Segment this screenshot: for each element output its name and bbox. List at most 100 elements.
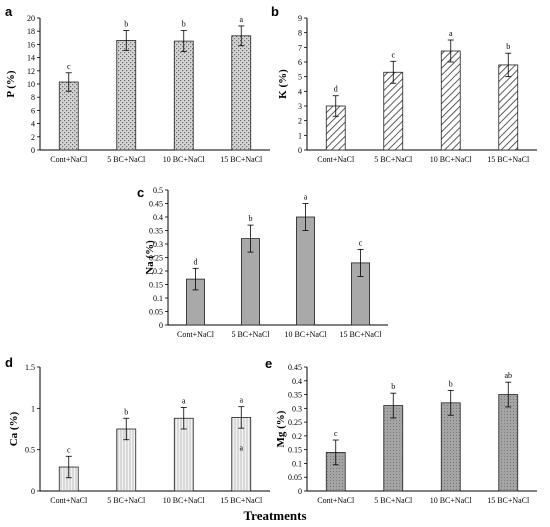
category-label: 15 BC+NaCl [220, 155, 263, 164]
y-tick-label: 6 [31, 106, 35, 115]
y-tick-label: 10 [27, 80, 35, 89]
y-tick-label: 1 [31, 404, 35, 413]
bar [383, 71, 404, 151]
chart-panel-b: b K (%) 0 1 2 3 4 5 6 7 8 9 d Cont+NaCl c 5 BC+NaCl a 10 … [271, 4, 537, 164]
y-tick-label: 0.45 [288, 363, 302, 372]
y-tick-label: 0 [159, 321, 163, 330]
y-tick-label: 0.4 [153, 213, 163, 222]
significance-label: b [506, 42, 510, 51]
y-tick-label: 0.35 [149, 227, 163, 236]
inner-bar-label: a [239, 443, 243, 452]
y-tick-label: 0.2 [153, 267, 163, 276]
y-tick-label: 0.25 [149, 254, 163, 263]
y-axis-label: P (%) [5, 70, 17, 98]
y-tick-label: 1.5 [25, 363, 35, 372]
chart-panel-d: d Ca (%) 0 0.5 1 1.5 c Cont+NaCl b 5 BC+NaCl a 10 B… [5, 355, 270, 505]
category-label: 10 BC+NaCl [430, 496, 473, 505]
y-tick-label: 0.4 [292, 377, 302, 386]
significance-label: a [239, 396, 243, 405]
y-tick-label: 20 [27, 14, 35, 23]
significance-label: d [194, 257, 198, 266]
significance-label: b [124, 20, 128, 29]
bar [58, 81, 79, 151]
significance-label: c [391, 50, 395, 59]
chart-panel-e: e Mg (%) 0 0.05 0.1 0.15 0.2 0.25 0.3 0.35 0.4 0.45… [265, 356, 537, 505]
significance-label: c [67, 445, 71, 454]
y-tick-label: 0.15 [288, 446, 302, 455]
bar [383, 405, 404, 492]
y-tick-label: 0.2 [292, 432, 302, 441]
significance-label: b [249, 214, 253, 223]
category-label: Cont+NaCl [317, 155, 355, 164]
y-tick-label: 0.05 [149, 308, 163, 317]
bar [116, 40, 137, 151]
category-label: Cont+NaCl [50, 155, 88, 164]
significance-label: b [391, 382, 395, 391]
y-tick-label: 4 [31, 120, 35, 129]
y-tick-label: 0.15 [149, 281, 163, 290]
significance-label: d [334, 85, 338, 94]
panel-letter: e [265, 356, 272, 371]
category-label: 15 BC+NaCl [487, 496, 530, 505]
y-tick-label: 0 [31, 487, 35, 496]
bar [440, 50, 461, 151]
significance-label: a [239, 15, 243, 24]
category-label: 5 BC+NaCl [231, 330, 270, 339]
y-tick-label: 0 [298, 487, 302, 496]
category-label: 10 BC+NaCl [163, 155, 206, 164]
y-tick-label: 0.3 [153, 240, 163, 249]
category-label: 15 BC+NaCl [220, 496, 263, 505]
y-tick-label: 12 [27, 67, 35, 76]
significance-label: c [334, 429, 338, 438]
y-tick-label: 0.45 [149, 200, 163, 209]
panel-letter: a [5, 4, 13, 19]
y-tick-label: 0.1 [292, 459, 302, 468]
y-tick-label: 18 [27, 27, 35, 36]
y-tick-label: 14 [27, 54, 35, 63]
y-tick-label: 0.3 [292, 404, 302, 413]
significance-label: ab [504, 371, 512, 380]
category-label: 5 BC+NaCl [107, 496, 146, 505]
significance-label: b [449, 379, 453, 388]
category-label: Cont+NaCl [177, 330, 215, 339]
y-axis-label: Na (%) [144, 240, 156, 275]
y-tick-label: 8 [298, 29, 302, 38]
bar [173, 40, 194, 151]
bar [498, 64, 519, 151]
y-tick-label: 0.5 [25, 446, 35, 455]
y-tick-label: 9 [298, 14, 302, 23]
chart-panel-c: c Na (%) 0 0.05 0.1 0.15 0.2 0.25 0.3 0.35 0.4 0.45… [137, 185, 388, 339]
category-label: 15 BC+NaCl [487, 155, 530, 164]
significance-label: c [67, 62, 71, 71]
category-label: Cont+NaCl [50, 496, 88, 505]
category-label: 5 BC+NaCl [107, 155, 146, 164]
y-tick-label: 16 [27, 40, 35, 49]
y-tick-label: 0 [31, 146, 35, 155]
significance-label: b [124, 407, 128, 416]
significance-label: a [182, 397, 186, 406]
significance-label: a [449, 29, 453, 38]
x-axis-title: Treatments [243, 508, 307, 523]
y-axis-label: Ca (%) [8, 411, 20, 446]
significance-label: c [359, 238, 363, 247]
bar [296, 216, 315, 326]
y-tick-label: 7 [298, 43, 302, 52]
y-tick-label: 4 [298, 87, 302, 96]
y-tick-label: 8 [31, 93, 35, 102]
y-axis-label: K (%) [277, 69, 289, 99]
y-tick-label: 1 [298, 131, 302, 140]
y-tick-label: 0.35 [288, 391, 302, 400]
y-tick-label: 3 [298, 102, 302, 111]
bar [231, 35, 252, 151]
y-tick-label: 0.25 [288, 418, 302, 427]
panel-letter: c [137, 185, 144, 200]
category-label: 15 BC+NaCl [339, 330, 382, 339]
y-tick-label: 0.05 [288, 473, 302, 482]
y-tick-label: 6 [298, 58, 302, 67]
panel-letter: d [5, 355, 13, 370]
y-tick-label: 0.1 [153, 294, 163, 303]
category-label: 5 BC+NaCl [374, 155, 413, 164]
bar [498, 394, 519, 492]
y-tick-label: 2 [298, 117, 302, 126]
y-tick-label: 5 [298, 73, 302, 82]
